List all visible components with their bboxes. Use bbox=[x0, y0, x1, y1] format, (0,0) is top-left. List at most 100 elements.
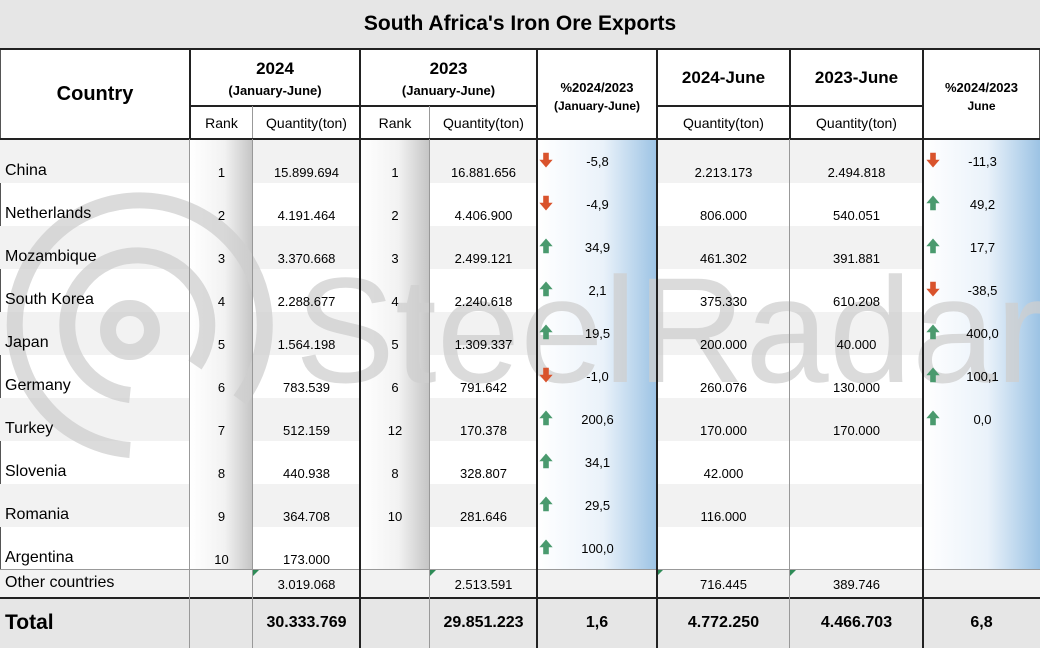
rank-2023: 4 bbox=[391, 294, 399, 309]
arrow-up-icon bbox=[539, 496, 553, 512]
quantity-june-2023: 610.208 bbox=[833, 294, 880, 309]
quantity-2023: 16.881.656 bbox=[450, 165, 517, 180]
other-top-border bbox=[0, 569, 1040, 570]
quantity-2024: 364.708 bbox=[283, 509, 330, 524]
quantity-2024: 1.564.198 bbox=[277, 337, 336, 352]
country-name: Romania bbox=[5, 506, 70, 523]
rank-2023: 3 bbox=[391, 251, 399, 266]
total-j24: 4.772.250 bbox=[687, 614, 760, 631]
col-border bbox=[252, 106, 253, 138]
quantity-june-2023: 40.000 bbox=[836, 337, 877, 352]
rank-2024: 4 bbox=[217, 294, 226, 309]
table-row: China 1 15.899.694 1 16.881.656 -5,8 2.213.173… bbox=[0, 140, 1040, 183]
col-border bbox=[789, 50, 791, 138]
table-row: South Korea 4 2.288.677 4 2.240.618 2,1 375.33… bbox=[0, 269, 1040, 312]
pct-june-gradient bbox=[923, 140, 1040, 569]
arrow-up-icon bbox=[539, 410, 553, 426]
quantity-2023: 2.499.121 bbox=[454, 251, 513, 266]
country-name: Japan bbox=[5, 334, 49, 351]
arrow-up-icon bbox=[539, 281, 553, 297]
subheader-quantity-2024: Quantity(ton) bbox=[266, 114, 347, 131]
header-june-2023: 2023-June bbox=[790, 50, 923, 106]
header-2024: 2024 (January-June) bbox=[190, 50, 360, 106]
pct-period: -1,0 bbox=[586, 369, 609, 384]
arrow-up-icon bbox=[539, 324, 553, 340]
rank-2023-shade bbox=[360, 140, 430, 569]
header-country-label: Country bbox=[56, 82, 134, 105]
arrow-down-icon bbox=[539, 367, 553, 383]
subheader-quantity-june-2024: Quantity(ton) bbox=[683, 114, 764, 131]
quantity-2023: 170.378 bbox=[460, 423, 507, 438]
col-border bbox=[252, 139, 253, 648]
row-band bbox=[0, 140, 1040, 183]
rank-2023: 10 bbox=[387, 509, 403, 524]
rank-2024: 9 bbox=[217, 509, 226, 524]
rank-2024: 1 bbox=[217, 165, 226, 180]
quantity-june-2024: 2.213.173 bbox=[694, 165, 753, 180]
rank-2023: 2 bbox=[391, 208, 399, 223]
total-top-border bbox=[0, 597, 1040, 599]
total-j23: 4.466.703 bbox=[820, 614, 893, 631]
quantity-2024: 783.539 bbox=[283, 380, 330, 395]
rank-2023: 5 bbox=[391, 337, 399, 352]
pct-june: 17,7 bbox=[969, 240, 996, 255]
quantity-june-2024: 806.000 bbox=[700, 208, 747, 223]
quantity-2024: 512.159 bbox=[283, 423, 330, 438]
col-border bbox=[359, 139, 361, 648]
total-q24: 30.333.769 bbox=[266, 614, 347, 631]
arrow-down-icon bbox=[539, 152, 553, 168]
quantity-2023: 1.309.337 bbox=[454, 337, 513, 352]
comment-marker bbox=[657, 570, 663, 576]
rank-2024: 7 bbox=[217, 423, 226, 438]
arrow-up-icon bbox=[539, 238, 553, 254]
rank-2023: 12 bbox=[387, 423, 403, 438]
quantity-june-2023: 391.881 bbox=[833, 251, 880, 266]
table-title: South Africa's Iron Ore Exports bbox=[0, 0, 1040, 50]
header-june-2024: 2024-June bbox=[657, 50, 790, 106]
comment-marker bbox=[430, 570, 436, 576]
pct-june: -38,5 bbox=[967, 283, 998, 298]
header-pct-june-label: %2024/2023 bbox=[944, 79, 1018, 95]
quantity-2024: 15.899.694 bbox=[273, 165, 340, 180]
quantity-2023: 4.406.900 bbox=[454, 208, 513, 223]
total-q23: 29.851.223 bbox=[443, 614, 524, 631]
rank-2023: 8 bbox=[391, 466, 399, 481]
rank-2024: 2 bbox=[217, 208, 226, 223]
col-border bbox=[656, 139, 658, 648]
quantity-june-2023: 2.494.818 bbox=[827, 165, 886, 180]
col-border bbox=[789, 139, 790, 648]
subheader-border bbox=[190, 105, 537, 107]
header-june-2023-label: 2023-June bbox=[814, 68, 899, 87]
other-j23: 389.746 bbox=[833, 577, 880, 592]
quantity-june-2024: 375.330 bbox=[700, 294, 747, 309]
header-pct-june-sub: June bbox=[967, 98, 996, 113]
pct-june: -11,3 bbox=[968, 154, 997, 169]
quantity-2024: 2.288.677 bbox=[277, 294, 336, 309]
quantity-june-2024: 260.076 bbox=[700, 380, 747, 395]
pct-period-gradient bbox=[537, 140, 657, 569]
arrow-down-icon bbox=[926, 281, 940, 297]
arrow-up-icon bbox=[539, 453, 553, 469]
quantity-2024: 4.191.464 bbox=[277, 208, 336, 223]
country-name: Mozambique bbox=[5, 248, 97, 265]
other-countries-label: Other countries bbox=[5, 574, 115, 591]
header-june-2024-label: 2024-June bbox=[681, 68, 766, 87]
arrow-up-icon bbox=[539, 539, 553, 555]
col-border bbox=[359, 50, 361, 138]
subheader-quantity-june-2023: Quantity(ton) bbox=[816, 114, 897, 131]
table-row: Japan 5 1.564.198 5 1.309.337 19,5 200.000 40.0… bbox=[0, 312, 1040, 355]
header-pct-june: %2024/2023 June bbox=[923, 50, 1040, 138]
pct-period: -4,9 bbox=[586, 197, 609, 212]
country-name: China bbox=[5, 162, 47, 179]
col-border bbox=[189, 50, 191, 138]
arrow-up-icon bbox=[926, 410, 940, 426]
table-row: Argentina 10 173.000 100,0 bbox=[0, 527, 1040, 570]
rank-2023: 6 bbox=[391, 380, 399, 395]
subheader-rank-2023: Rank bbox=[378, 114, 412, 131]
total-row: Total 30.333.769 29.851.223 1,6 4.772.25… bbox=[0, 598, 1040, 648]
header-2024-year: 2024 bbox=[256, 58, 294, 78]
pct-period: 2,1 bbox=[588, 283, 607, 298]
col-border bbox=[189, 139, 190, 648]
total-pctj: 6,8 bbox=[970, 614, 993, 631]
header-2023: 2023 (January-June) bbox=[360, 50, 537, 106]
